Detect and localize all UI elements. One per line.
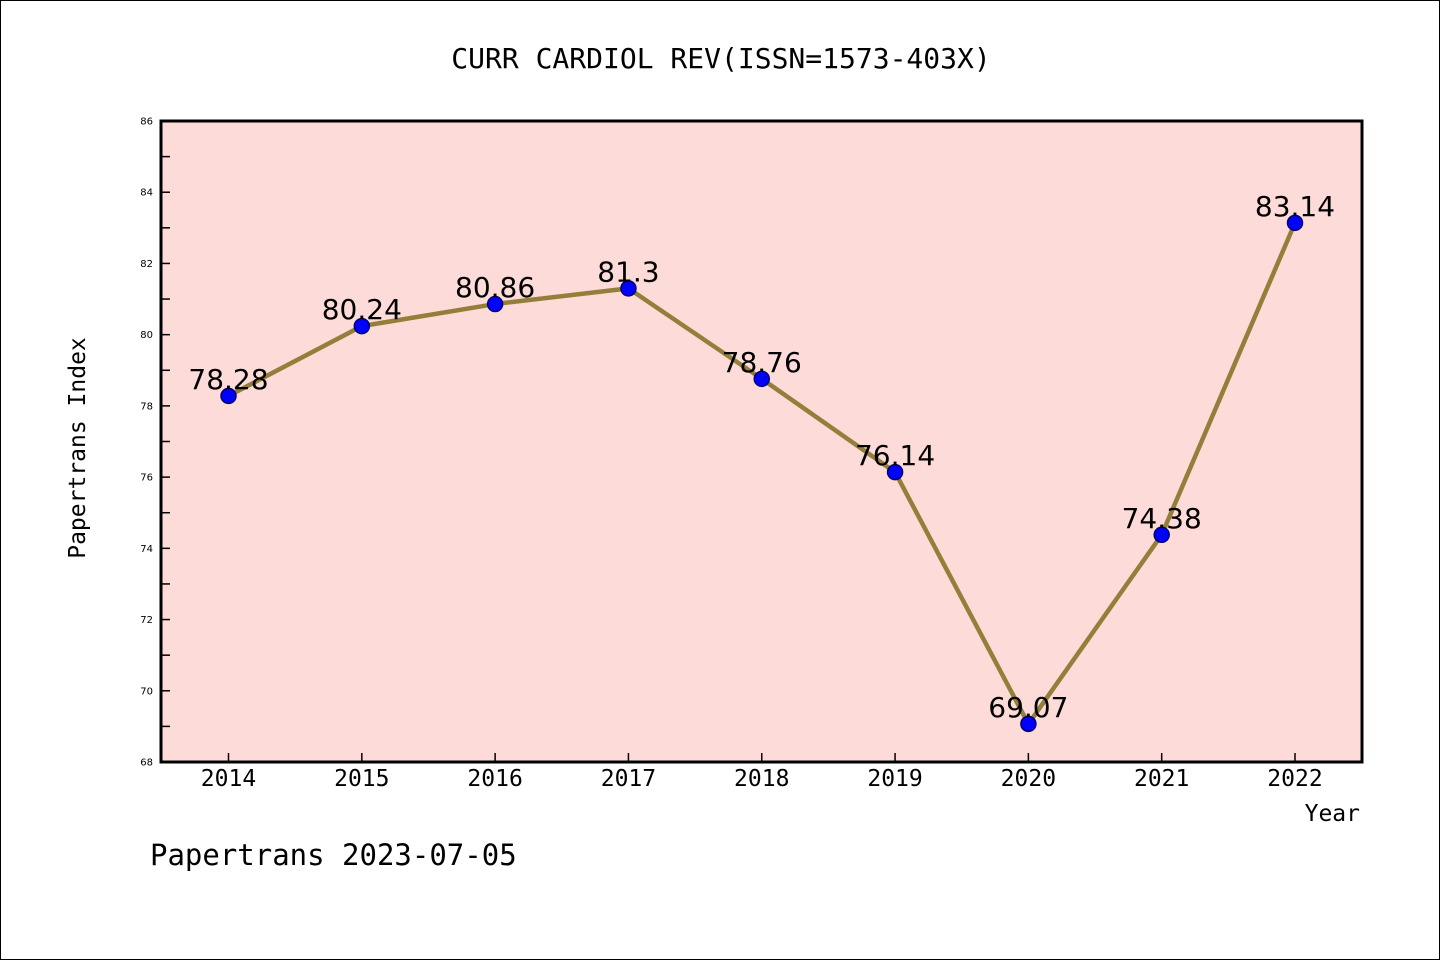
data-point-2022 bbox=[1286, 214, 1304, 232]
plot-border bbox=[159, 119, 1364, 764]
y-tick-label: 70 bbox=[140, 686, 153, 697]
y-tick-label: 84 bbox=[140, 188, 153, 199]
data-label-2016: 80.86 bbox=[455, 271, 535, 304]
x-tick-label: 2015 bbox=[334, 766, 389, 792]
chart-title: CURR CARDIOL REV(ISSN=1573-403X) bbox=[451, 42, 990, 75]
data-label-2018: 78.76 bbox=[722, 346, 802, 379]
data-point-2015 bbox=[353, 317, 371, 335]
x-tick-label: 2017 bbox=[601, 766, 656, 792]
data-point-2014 bbox=[220, 387, 237, 405]
x-tick-label: 2019 bbox=[867, 766, 922, 792]
x-tick-label: 2014 bbox=[201, 766, 256, 792]
y-tick-label: 82 bbox=[140, 259, 153, 270]
x-tick-label: 2016 bbox=[467, 766, 522, 792]
y-tick-label: 72 bbox=[140, 615, 153, 626]
plot-area bbox=[161, 121, 1362, 762]
data-points bbox=[220, 214, 1304, 733]
x-tick-label: 2021 bbox=[1134, 766, 1189, 792]
data-point-2019 bbox=[886, 463, 904, 481]
x-tick-label: 2022 bbox=[1267, 766, 1322, 792]
data-point-2017 bbox=[620, 280, 637, 297]
x-tick-label: 2018 bbox=[734, 766, 789, 792]
data-label-2014: 78.28 bbox=[188, 363, 268, 396]
data-label-2021: 74.38 bbox=[1122, 502, 1202, 535]
data-label-2015: 80.24 bbox=[322, 293, 402, 326]
x-axis: 2014 2015 2016 2017 2018 2019 2020 2021 2022 bbox=[201, 753, 1323, 792]
x-axis-label: Year bbox=[1305, 801, 1360, 827]
y-axis: 68 70 72 74 76 78 80 82 84 86 bbox=[140, 117, 170, 769]
data-point-2016 bbox=[486, 295, 504, 313]
y-axis-label: Papertrans Index bbox=[65, 337, 91, 559]
y-tick-label: 68 bbox=[140, 758, 153, 769]
data-point-2018 bbox=[753, 370, 770, 388]
data-label-2017: 81.3 bbox=[597, 255, 659, 288]
data-point-2020 bbox=[1020, 715, 1037, 733]
y-tick-label: 78 bbox=[140, 401, 153, 412]
y-tick-label: 80 bbox=[140, 330, 153, 341]
data-labels: 78.28 80.24 80.86 81.3 78.76 76.14 69.07 74.38 8… bbox=[188, 190, 1335, 724]
y-tick-label: 76 bbox=[140, 473, 153, 484]
data-label-2022: 83.14 bbox=[1255, 190, 1335, 223]
footer-text: Papertrans 2023-07-05 bbox=[150, 838, 517, 872]
data-label-2020: 69.07 bbox=[988, 691, 1068, 724]
data-label-2019: 76.14 bbox=[855, 439, 935, 472]
x-tick-label: 2020 bbox=[1001, 766, 1056, 792]
y-tick-label: 74 bbox=[140, 544, 153, 555]
data-point-2021 bbox=[1153, 526, 1170, 544]
y-tick-label: 86 bbox=[140, 117, 153, 128]
